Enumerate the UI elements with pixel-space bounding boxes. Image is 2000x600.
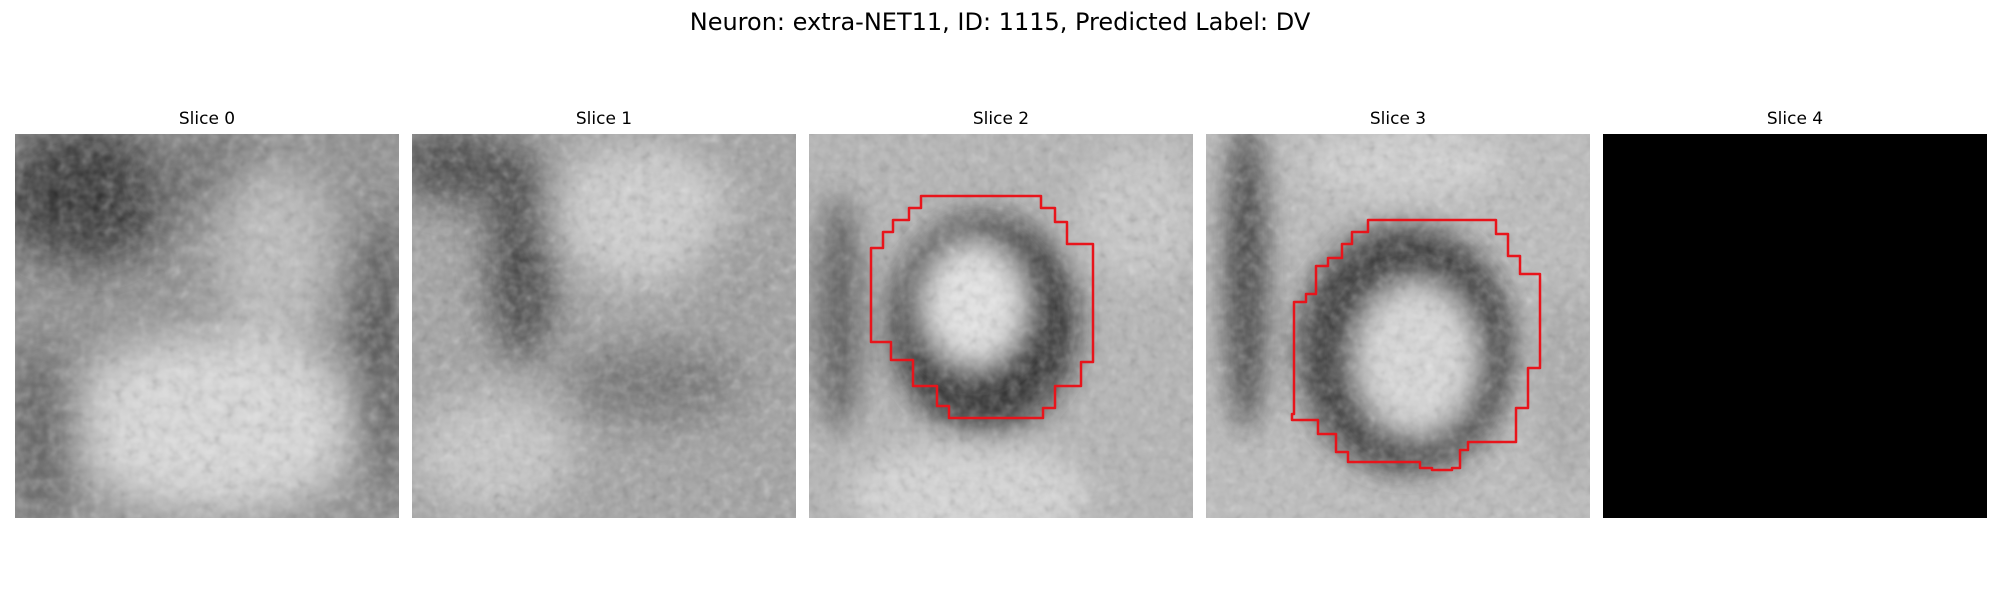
slice-image-2 (809, 134, 1193, 518)
slice-title-1: Slice 1 (575, 109, 633, 129)
slice-image-0 (15, 134, 399, 518)
slice-title-4: Slice 4 (1766, 109, 1824, 129)
segmentation-contour (869, 194, 1095, 420)
segmentation-contour (1290, 218, 1542, 472)
figure-title: Neuron: extra-NET11, ID: 1115, Predicted… (689, 8, 1311, 36)
slice-title-2: Slice 2 (972, 109, 1030, 129)
slice-image-1 (412, 134, 796, 518)
slice-title-0: Slice 0 (178, 109, 236, 129)
slice-image-3 (1206, 134, 1590, 518)
slice-title-3: Slice 3 (1369, 109, 1427, 129)
slice-image-4 (1603, 134, 1987, 518)
